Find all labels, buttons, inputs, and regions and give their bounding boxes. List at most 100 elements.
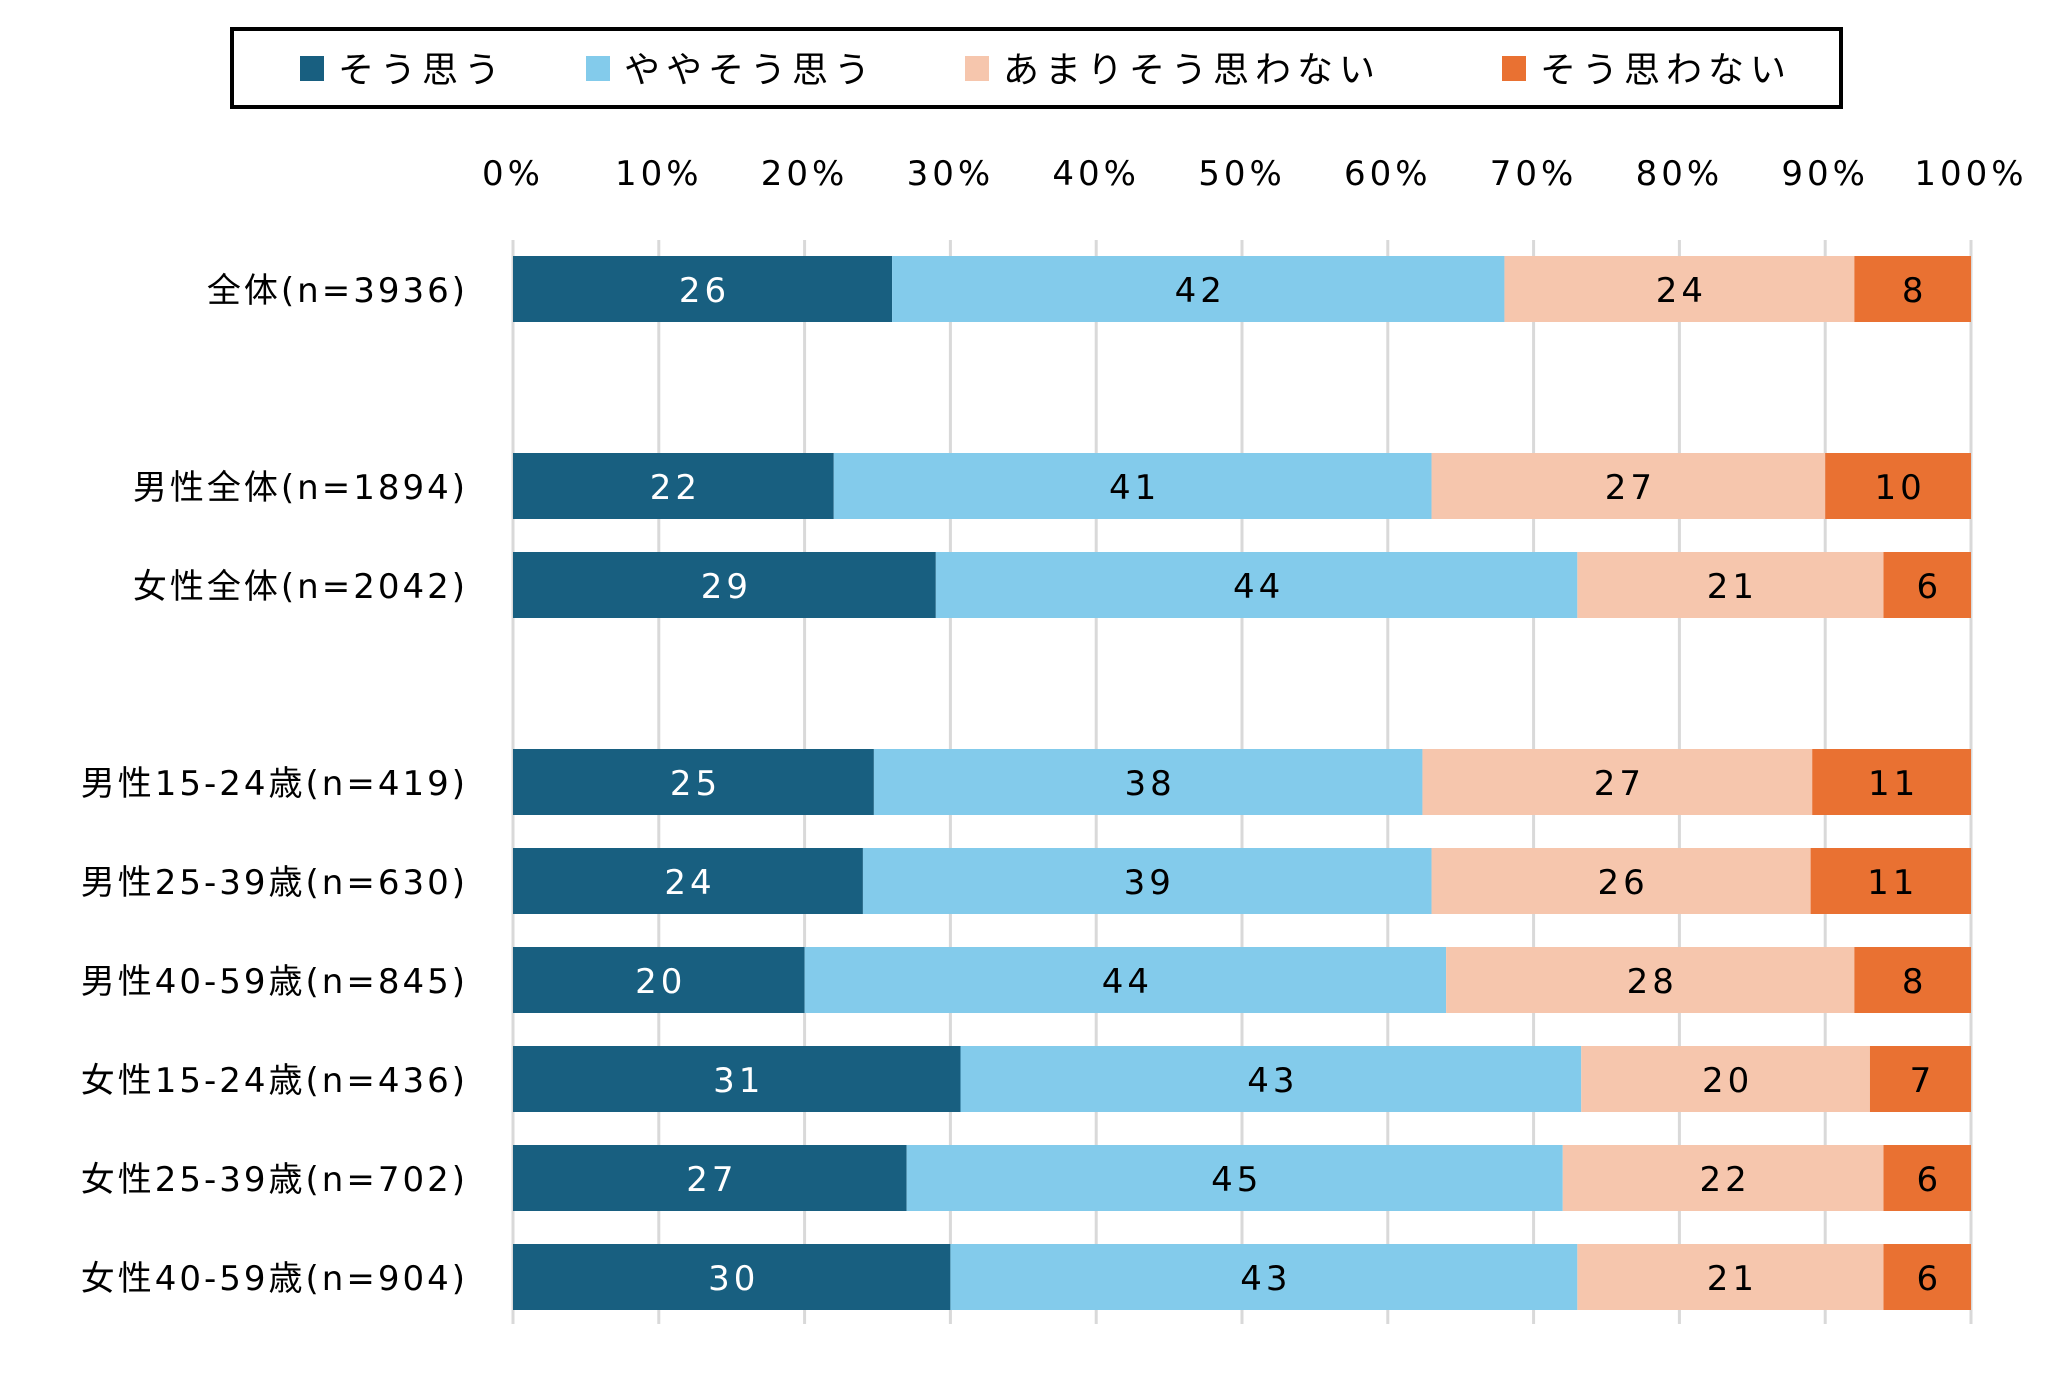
x-tick-label: 100% — [1914, 154, 2027, 194]
bar-segment — [1431, 453, 1826, 519]
bar-row: 20 44 28 8 — [513, 947, 1971, 1013]
bar-row: 31 43 20 7 — [513, 1046, 1971, 1112]
bar-row: 27 45 22 6 — [513, 1145, 1971, 1211]
legend-swatch-1 — [300, 56, 324, 81]
bar-segment — [1562, 1145, 1884, 1211]
bar-segment — [513, 848, 863, 914]
data-label: 22 — [650, 468, 701, 508]
data-label: 20 — [1702, 1061, 1753, 1101]
bars: 26 42 24 8 22 41 27 10 29 44 21 6 25 38 27 11 24 39 26 11 20… — [513, 256, 1971, 1310]
category-label: 女性全体(n=2042) — [133, 567, 468, 607]
bar-segment — [1446, 947, 1855, 1013]
bar-row: 25 38 27 11 — [513, 749, 1971, 815]
data-label: 21 — [1707, 1259, 1758, 1299]
bar-segment — [1854, 947, 1971, 1013]
data-label: 44 — [1233, 567, 1284, 607]
data-label: 31 — [713, 1061, 764, 1101]
bar-segment — [950, 1244, 1578, 1310]
bar-segment — [1504, 256, 1855, 322]
bar-segment — [513, 256, 893, 322]
x-tick-label: 0% — [482, 154, 544, 194]
data-label: 27 — [1594, 764, 1645, 804]
data-label: 27 — [686, 1160, 737, 1200]
data-label: 42 — [1175, 271, 1226, 311]
data-label: 45 — [1211, 1160, 1262, 1200]
bar-row: 26 42 24 8 — [513, 256, 1971, 322]
bar-segment — [1581, 1046, 1870, 1112]
data-label: 41 — [1109, 468, 1160, 508]
data-label: 8 — [1902, 962, 1928, 1002]
x-tick-label: 20% — [761, 154, 849, 194]
bar-segment — [1422, 749, 1813, 815]
legend-box — [230, 27, 1843, 109]
legend-label-1: そう思う — [338, 50, 506, 91]
bar-segment — [833, 453, 1432, 519]
bar-segment — [513, 1046, 961, 1112]
data-label: 30 — [708, 1259, 759, 1299]
bar-row: 30 43 21 6 — [513, 1244, 1971, 1310]
data-label: 44 — [1102, 962, 1153, 1002]
category-label: 男性40-59歳(n=845) — [81, 962, 468, 1002]
bar-segment — [1812, 749, 1971, 815]
data-label: 10 — [1874, 468, 1925, 508]
data-label: 21 — [1707, 567, 1758, 607]
bar-row: 22 41 27 10 — [513, 453, 1971, 519]
data-label: 26 — [1597, 863, 1648, 903]
x-tick-label: 80% — [1636, 154, 1724, 194]
category-label: 男性15-24歳(n=419) — [81, 764, 468, 804]
x-tick-label: 40% — [1052, 154, 1140, 194]
bar-segment — [1883, 1145, 1971, 1211]
bar-segment — [906, 1145, 1563, 1211]
data-label: 26 — [679, 271, 730, 311]
bar-row: 29 44 21 6 — [513, 552, 1971, 618]
x-tick-label: 90% — [1781, 154, 1869, 194]
x-tick-label: 10% — [615, 154, 703, 194]
bar-segment — [513, 1244, 951, 1310]
legend-swatch-2 — [586, 56, 610, 81]
data-label: 24 — [1656, 271, 1707, 311]
legend-label-4: そう思わない — [1540, 50, 1792, 91]
x-tick-label: 50% — [1198, 154, 1286, 194]
data-label: 6 — [1916, 1259, 1942, 1299]
category-label: 全体(n=3936) — [207, 271, 468, 311]
bar-segment — [935, 552, 1578, 618]
data-label: 43 — [1247, 1061, 1298, 1101]
data-label: 8 — [1902, 271, 1928, 311]
legend-swatch-3 — [965, 56, 989, 81]
data-label: 39 — [1124, 863, 1175, 903]
data-label: 7 — [1910, 1061, 1936, 1101]
bar-segment — [1431, 848, 1811, 914]
bar-segment — [1883, 1244, 1971, 1310]
category-label: 女性15-24歳(n=436) — [81, 1061, 468, 1101]
x-axis-tick-labels: 0% 10% 20% 30% 40% 50% 60% 70% 80% 90% 100% — [482, 154, 2027, 194]
bar-segment — [804, 947, 1447, 1013]
bar-segment — [513, 552, 936, 618]
data-label: 11 — [1868, 764, 1919, 804]
bar-segment — [1825, 453, 1971, 519]
data-label: 28 — [1627, 962, 1678, 1002]
x-tick-label: 70% — [1490, 154, 1578, 194]
bar-segment — [892, 256, 1505, 322]
bar-segment — [862, 848, 1432, 914]
x-tick-label: 60% — [1344, 154, 1432, 194]
bar-segment — [1577, 552, 1884, 618]
bar-segment — [513, 1145, 907, 1211]
data-label: 20 — [635, 962, 686, 1002]
bar-row: 24 39 26 11 — [513, 848, 1971, 914]
bar-segment — [1869, 1046, 1971, 1112]
legend-label-2: ややそう思う — [624, 50, 876, 91]
data-label: 25 — [670, 764, 721, 804]
data-label: 24 — [664, 863, 715, 903]
bar-segment — [1577, 1244, 1884, 1310]
legend-swatch-4 — [1502, 56, 1526, 81]
category-label: 男性全体(n=1894) — [133, 468, 468, 508]
bar-segment — [1810, 848, 1971, 914]
data-label: 6 — [1916, 567, 1942, 607]
category-label: 男性25-39歳(n=630) — [81, 863, 468, 903]
bar-segment — [1854, 256, 1971, 322]
data-label: 38 — [1125, 764, 1176, 804]
bar-segment — [1883, 552, 1971, 618]
category-labels: 全体(n=3936) 男性全体(n=1894) 女性全体(n=2042) 男性15-2… — [81, 271, 468, 1299]
category-label: 女性25-39歳(n=702) — [81, 1160, 468, 1200]
